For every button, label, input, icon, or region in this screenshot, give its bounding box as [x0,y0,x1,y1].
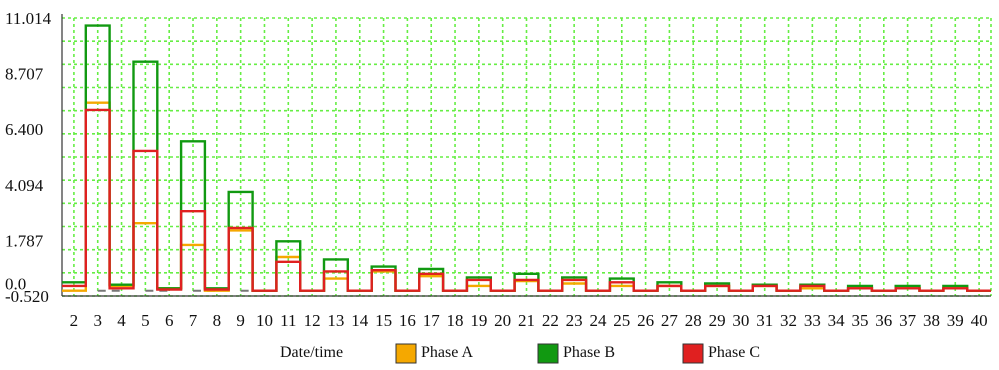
x-tick-label: 32 [780,311,797,330]
x-tick-label: 22 [542,311,559,330]
x-tick-label: 36 [875,311,892,330]
x-tick-label: 5 [141,311,150,330]
x-tick-label: 35 [851,311,868,330]
series-line-phase-c [62,108,991,292]
x-tick-label: 13 [327,311,344,330]
legend-swatch-phase-c [682,343,704,364]
legend-swatch-phase-b [537,343,559,364]
legend-label-phase-b: Phase B [563,344,615,361]
series-lines [62,24,991,292]
x-tick-label: 12 [304,311,321,330]
y-tick-label: 0.0 [5,274,26,293]
x-tick-label: 34 [828,311,846,330]
x-tick-label: 10 [256,311,273,330]
legend-label-phase-c: Phase C [708,344,760,361]
x-tick-label: 18 [447,311,464,330]
legend-label-phase-a: Phase A [421,344,473,361]
series-line-phase-a [62,101,991,292]
x-tick-label: 24 [589,311,607,330]
x-tick-label: 33 [804,311,821,330]
x-tick-label: 23 [566,311,583,330]
y-tick-label: 1.787 [5,231,44,250]
y-tick-label: 4.094 [5,176,44,195]
x-tick-label: 38 [923,311,940,330]
x-tick-label: 16 [399,311,416,330]
axis-lines [61,14,991,297]
x-tick-label: 4 [117,311,126,330]
x-tick-label: 37 [899,311,917,330]
x-tick-label: 17 [423,311,441,330]
x-tick-label: 25 [613,311,630,330]
x-tick-label: 30 [732,311,749,330]
x-tick-label: 40 [971,311,988,330]
x-tick-label: 3 [93,311,102,330]
y-tick-label: 8.707 [5,65,44,84]
x-tick-label: 29 [709,311,726,330]
x-tick-label: 15 [375,311,392,330]
x-axis-tick-labels: 2 3 4 5 6 7 8 9 10 11 12 13 14 15 16 17 18 19 20 21 22 23 24 25… [70,311,988,330]
x-tick-label: 39 [947,311,964,330]
x-tick-label: 21 [518,311,535,330]
x-tick-label: 26 [637,311,654,330]
x-tick-label: 20 [494,311,511,330]
x-tick-label: 11 [280,311,296,330]
grid-lines [62,17,992,297]
legend: Date/time Phase A Phase B Phase C [280,343,760,364]
x-tick-label: 31 [756,311,773,330]
legend-axis-title: Date/time [280,344,343,361]
x-tick-label: 19 [470,311,487,330]
x-tick-label: 6 [165,311,174,330]
x-tick-label: 14 [351,311,369,330]
y-tick-label: 11.014 [5,9,52,28]
y-tick-label: -0.520 [5,287,49,306]
y-tick-label: 6.400 [5,120,43,139]
x-tick-label: 27 [661,311,679,330]
x-tick-label: 28 [685,311,702,330]
x-tick-label: 8 [213,311,222,330]
y-axis-tick-labels: 11.014 8.707 6.400 4.094 1.787 0.0-0.520 [5,9,52,306]
x-tick-label: 7 [189,311,198,330]
x-tick-label: 2 [70,311,79,330]
legend-swatch-phase-a [395,343,417,364]
x-tick-label: 9 [236,311,245,330]
